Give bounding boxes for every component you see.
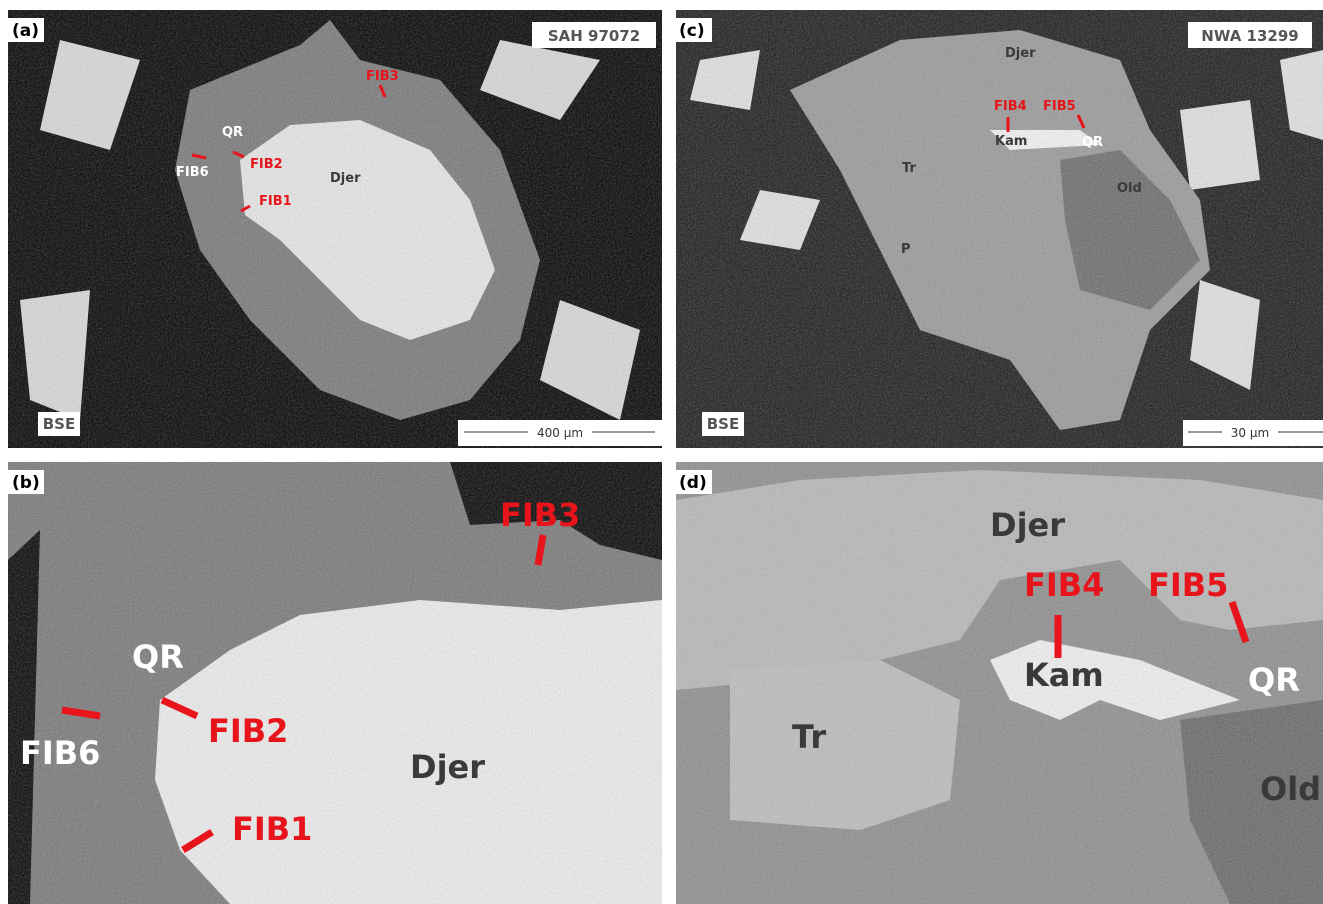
- fib-label: FIB6: [20, 734, 100, 772]
- mineral-label: Kam: [995, 134, 1027, 149]
- scale-bar-label: 400 µm: [537, 426, 583, 440]
- mineral-label: Tr: [902, 161, 916, 176]
- fib-label: FIB2: [208, 712, 288, 750]
- mineral-label: Old: [1260, 770, 1321, 808]
- panel-label: (a): [12, 21, 39, 41]
- mineral-label: Old: [1117, 181, 1142, 196]
- fib-label: FIB2: [250, 157, 283, 172]
- mineral-label: QR: [1082, 135, 1103, 150]
- mineral-label: QR: [132, 638, 184, 676]
- mineral-label: Djer: [410, 748, 485, 786]
- fib-label: FIB5: [1043, 99, 1076, 114]
- figure: (a) (b) (c) (d) SAH 97072 NWA 13299 BSE …: [0, 0, 1323, 904]
- mineral-label: QR: [222, 125, 243, 140]
- mineral-label: QR: [1248, 661, 1300, 699]
- panel-label: (b): [12, 473, 40, 493]
- fib-label: FIB1: [232, 810, 312, 848]
- panel-label: (c): [679, 21, 705, 41]
- fib-label: FIB3: [366, 69, 399, 84]
- fib-label: FIB1: [259, 194, 292, 209]
- sample-name: NWA 13299: [1201, 27, 1298, 45]
- fib-label: FIB6: [176, 165, 209, 180]
- sample-name: SAH 97072: [548, 27, 640, 45]
- mineral-label: Djer: [330, 171, 361, 186]
- fib-label: FIB5: [1148, 566, 1228, 604]
- fib-label: FIB3: [500, 496, 580, 534]
- fib-label: FIB4: [994, 99, 1027, 114]
- detector-label: BSE: [707, 415, 739, 433]
- mineral-label: Djer: [1005, 46, 1036, 61]
- panel-a-image: [8, 10, 662, 448]
- page: {"panels":[ {"label":"(a)","sample":"SAH…: [0, 0, 1323, 904]
- mineral-label: Kam: [1024, 656, 1104, 694]
- panel-label: (d): [679, 473, 707, 493]
- mineral-label: Tr: [792, 718, 826, 756]
- fib-label: FIB4: [1024, 566, 1104, 604]
- mineral-label: P: [901, 242, 911, 257]
- detector-label: BSE: [43, 415, 75, 433]
- mineral-label: Djer: [990, 506, 1065, 544]
- scale-bar-label: 30 µm: [1231, 426, 1269, 440]
- panel-c-image: [676, 10, 1323, 448]
